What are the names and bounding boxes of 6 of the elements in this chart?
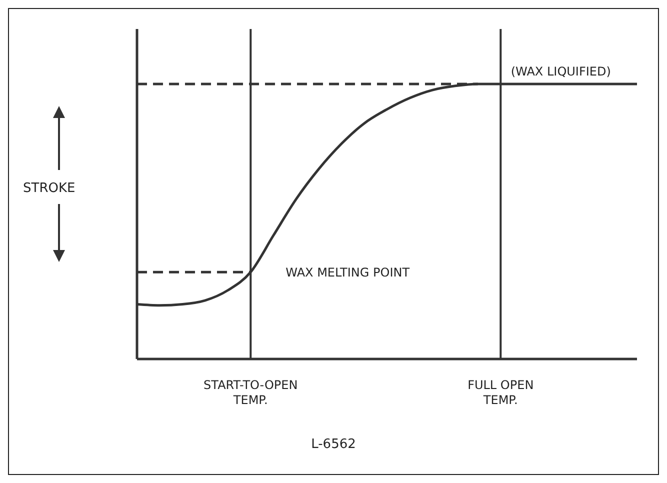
- ref-line-label: WAX MELTING POINT: [286, 265, 410, 280]
- text: L-6562: [310, 437, 357, 452]
- ref-line-label: (WAX LIQUIFIED): [510, 64, 611, 79]
- y-axis-title: STROKE: [23, 181, 76, 196]
- x-tick-label: START-TO-OPEN TEMP.: [204, 378, 298, 407]
- x-tick-label: FULL OPEN TEMP.: [468, 378, 534, 407]
